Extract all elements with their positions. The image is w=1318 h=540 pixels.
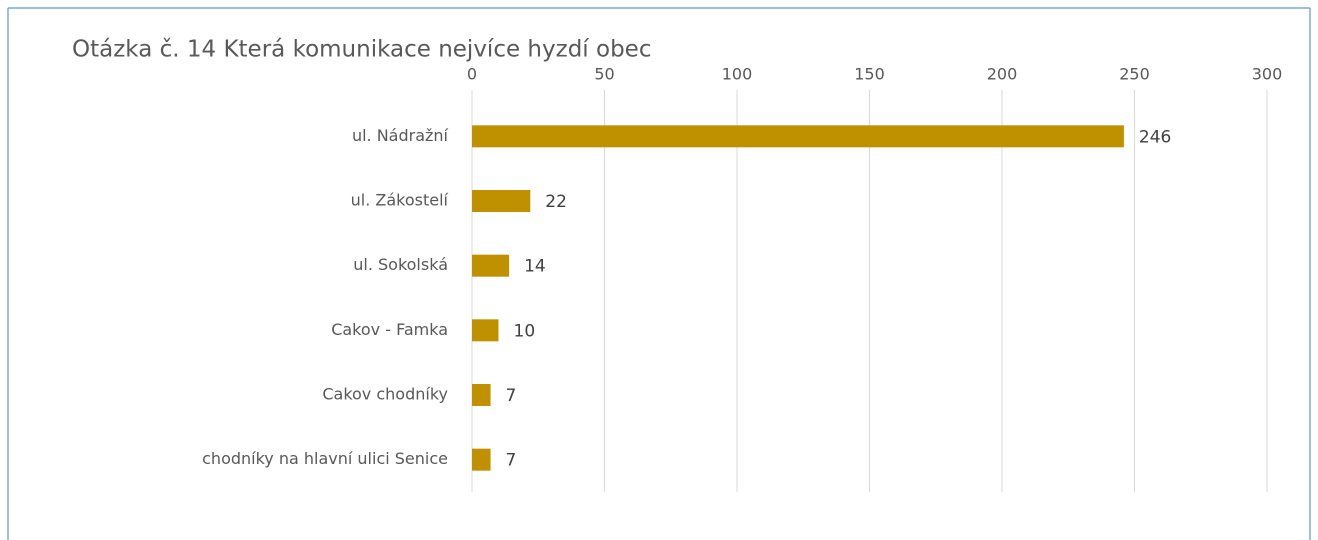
data-label: 7 [506, 451, 517, 471]
x-tick-label: 200 [987, 65, 1018, 84]
x-tick-label: 100 [722, 65, 753, 84]
data-label: 7 [506, 386, 517, 406]
y-tick-label: ul. Sokolská [353, 255, 448, 274]
bar [472, 254, 510, 277]
x-tick-label: 50 [594, 65, 614, 84]
x-tick-label: 300 [1252, 65, 1283, 84]
x-tick-label: 0 [467, 65, 477, 84]
y-tick-label: Cakov chodníky [322, 385, 448, 404]
bar [472, 125, 1124, 148]
y-tick-label: ul. Nádražní [352, 126, 449, 145]
y-tick-label: chodníky na hlavní ulici Senice [202, 449, 448, 468]
bar [472, 448, 491, 471]
x-tick-label: 250 [1119, 65, 1150, 84]
x-tick-label: 150 [854, 65, 885, 84]
bar [472, 190, 531, 212]
data-label: 14 [524, 257, 546, 277]
chart-title: Otázka č. 14 Která komunikace nejvíce hy… [72, 37, 651, 63]
data-label: 22 [545, 192, 567, 212]
bar [472, 384, 491, 406]
y-tick-label: Cakov - Famka [331, 320, 448, 339]
data-label: 246 [1139, 127, 1171, 147]
data-label: 10 [514, 321, 536, 341]
y-tick-label: ul. Zákostelí [351, 191, 449, 210]
bar [472, 319, 499, 342]
